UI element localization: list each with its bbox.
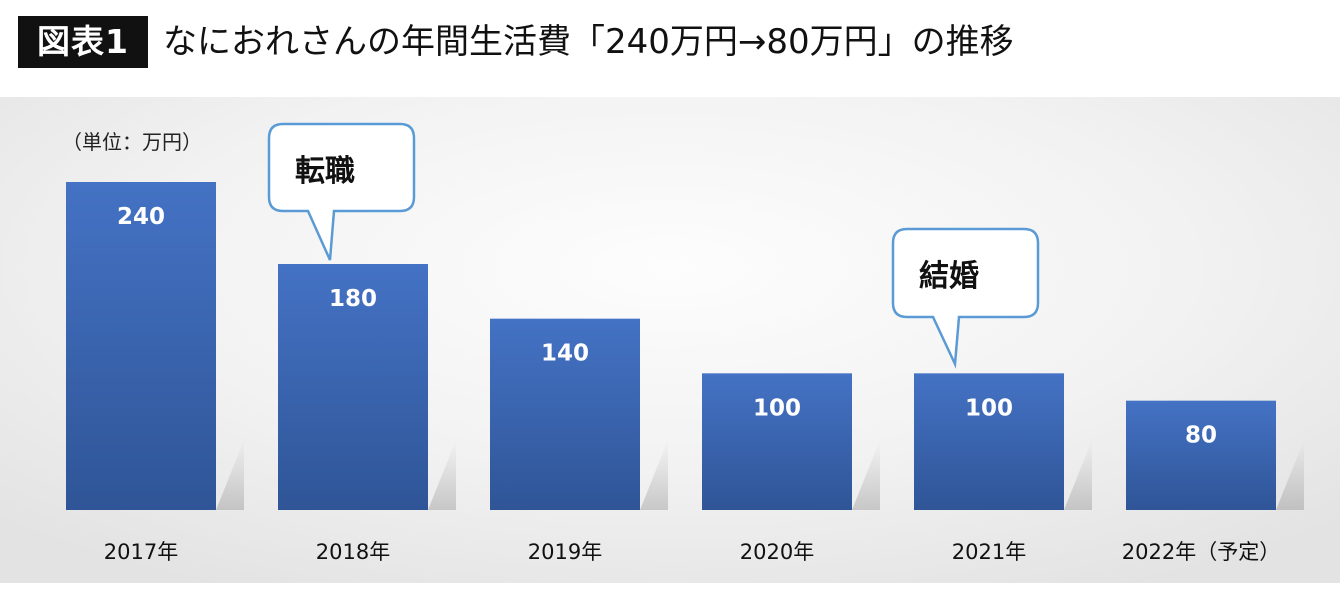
- data-label: 80: [1185, 423, 1217, 449]
- bar: [278, 264, 428, 510]
- bar-shadow: [1276, 440, 1304, 510]
- data-label: 100: [965, 395, 1013, 421]
- chart-title: なにおれさんの年間生活費「240万円→80万円」の推移: [163, 22, 1014, 62]
- bar: [702, 373, 852, 510]
- data-label: 100: [753, 395, 801, 421]
- data-label: 140: [541, 341, 589, 367]
- header: 図表1 なにおれさんの年間生活費「240万円→80万円」の推移: [0, 0, 1340, 90]
- bar: [66, 182, 216, 510]
- x-tick-label: 2021年: [951, 540, 1027, 564]
- data-label: 180: [329, 286, 377, 312]
- unit-label: （単位：万円）: [62, 130, 202, 154]
- bar-shadow: [640, 440, 668, 510]
- bar-shadow: [1064, 440, 1092, 510]
- figure-label: 図表1: [18, 16, 148, 68]
- x-tick-label: 2020年: [739, 540, 815, 564]
- x-tick-label: 2018年: [315, 540, 391, 564]
- bar-shadow: [216, 440, 244, 510]
- data-label: 240: [117, 204, 165, 230]
- bar-chart: 240 180 140 100 100 80: [66, 122, 1304, 510]
- bar-shadow: [852, 440, 880, 510]
- bar: [1126, 400, 1276, 510]
- bar: [914, 373, 1064, 510]
- x-tick-label: 2017年: [103, 540, 179, 564]
- callout-bubble: [891, 227, 1040, 369]
- callout-text: 結婚: [919, 259, 979, 294]
- x-tick-label: 2022年（予定）: [1121, 540, 1281, 564]
- x-tick-label: 2019年: [527, 540, 603, 564]
- bar-shadow: [428, 440, 456, 510]
- callout-bubble: [267, 122, 416, 261]
- callout-text: 転職: [295, 154, 355, 189]
- bar: [490, 318, 640, 510]
